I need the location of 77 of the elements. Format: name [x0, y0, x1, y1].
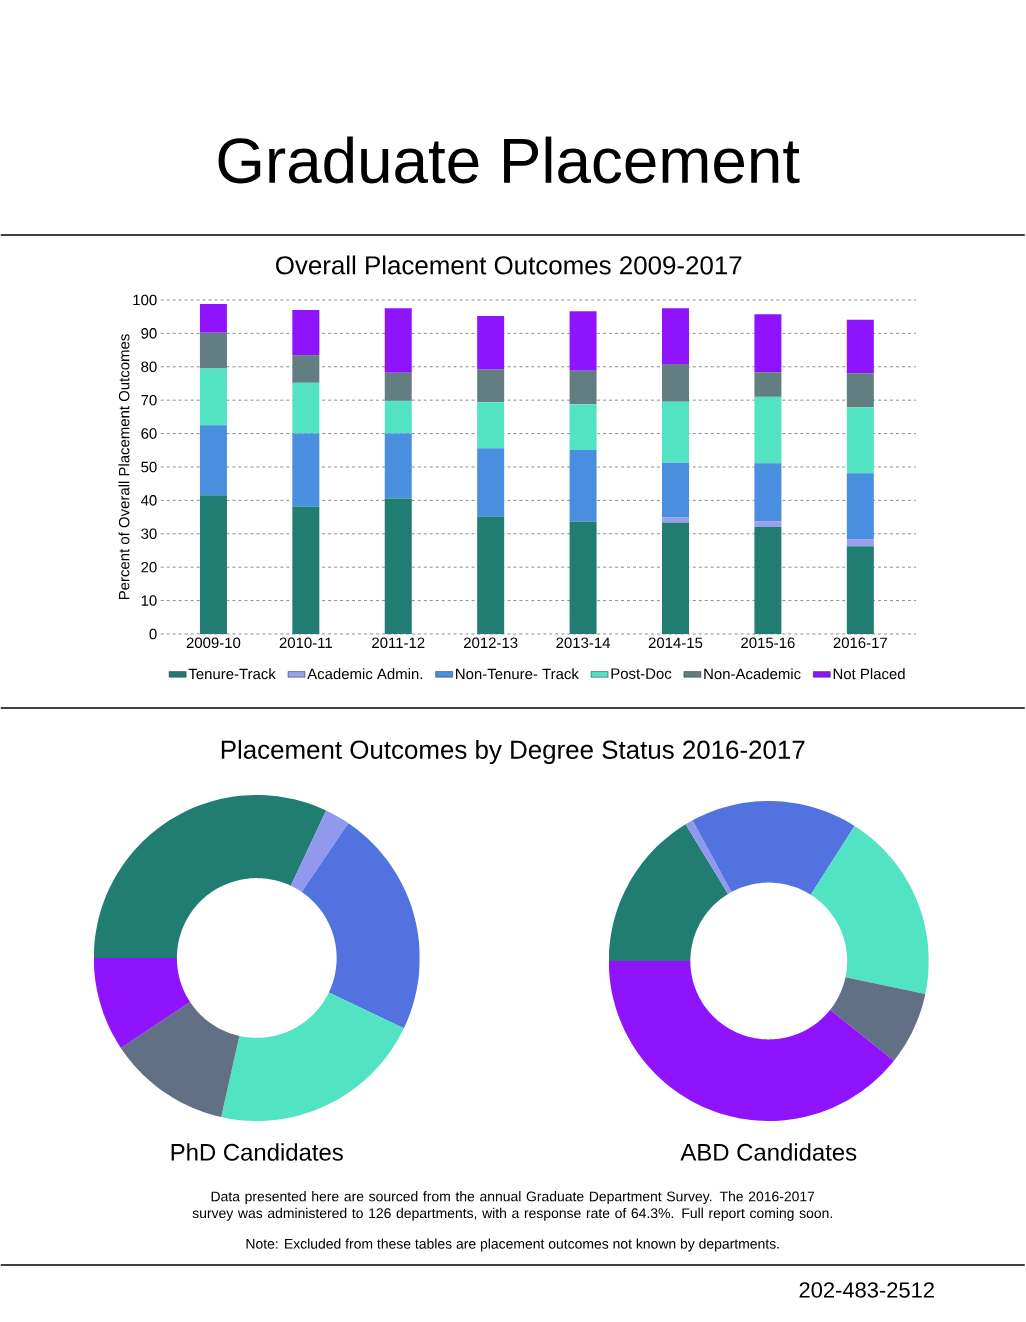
bar [477, 448, 505, 517]
bar [754, 527, 782, 634]
bar [754, 463, 782, 522]
bar [477, 402, 505, 449]
bar [385, 372, 413, 401]
chart-subtitle: Overall Placement Outcomes 2009-2017 [276, 255, 742, 275]
bar [569, 404, 597, 450]
text: Data presented here are sourced from the annual Graduate Department Survey. The 2016-2017 survey was administered to 126 departments, with a response rate of 64.3%. Full report coming soon. [192, 1191, 833, 1221]
bar [847, 407, 875, 474]
bar [569, 370, 597, 405]
bar [292, 309, 320, 356]
x-tick-label: 2016-17 [833, 637, 888, 649]
bar [662, 401, 690, 463]
y-tick-label: 30 [141, 528, 157, 540]
legend-label: Not Placed [833, 668, 905, 680]
bar [385, 498, 413, 634]
bar [292, 433, 320, 507]
y-tick-label: 70 [141, 394, 157, 406]
legend-label: Academic Admin. [307, 668, 423, 680]
bar [662, 308, 690, 365]
bar [569, 311, 597, 371]
text: PhD Candidates [171, 1143, 344, 1161]
legend-label: Non-Academic [704, 668, 801, 680]
bar [385, 308, 413, 373]
bar [200, 332, 228, 369]
legend-label: Tenure-Track [188, 668, 277, 680]
bar [754, 372, 782, 397]
bar [754, 396, 782, 464]
legend-label: Non-Tenure- Track [456, 668, 580, 680]
text: ABD Candidates [680, 1143, 857, 1161]
y-tick-label: 80 [141, 361, 157, 373]
text: 202-483-2512 [799, 1282, 935, 1298]
y-tick-label: 100 [133, 294, 157, 306]
bar [292, 355, 320, 383]
bar [385, 400, 413, 434]
y-tick-label: 50 [141, 461, 157, 473]
bar [477, 516, 505, 634]
bar [754, 521, 782, 528]
y-tick-label: 10 [142, 595, 157, 606]
x-tick-label: 2013-14 [556, 637, 611, 649]
x-tick-label: 2010-11 [279, 637, 333, 649]
bar [754, 314, 782, 373]
chart-title: Graduate Placement [218, 136, 800, 184]
x-tick-label: 2012-13 [464, 637, 518, 649]
bar [847, 373, 875, 408]
y-tick-label: 40 [141, 495, 157, 506]
bar [292, 506, 320, 634]
bar [847, 473, 875, 540]
y-tick-label: 20 [141, 561, 157, 573]
text: Placement Outcomes by Degree Status 2016-2017 [222, 739, 805, 765]
bar [477, 316, 505, 370]
y-tick-label: 60 [141, 428, 157, 439]
bar [292, 382, 320, 434]
bar [847, 539, 875, 547]
bar [662, 522, 690, 634]
x-tick-label: 2009-10 [187, 637, 241, 649]
bar [385, 433, 413, 499]
x-tick-label: 2014-15 [649, 637, 703, 649]
x-tick-label: 2011-12 [372, 637, 425, 649]
bar [662, 364, 690, 402]
bar [569, 449, 597, 522]
x-tick-label: 2015-16 [741, 637, 795, 649]
bar [847, 546, 875, 634]
legend-label: Post-Doc [611, 668, 672, 679]
bar [662, 517, 690, 523]
bar [847, 319, 875, 374]
bar [477, 369, 505, 403]
bar [662, 462, 690, 518]
bar [200, 368, 228, 426]
y-tick-label: 0 [149, 628, 157, 640]
bar [200, 303, 228, 333]
bar [200, 495, 228, 634]
bar [569, 521, 597, 634]
y-tick-label: 90 [141, 328, 157, 339]
bar [200, 425, 228, 496]
text: Note: Excluded from these tables are placement outcomes not known by departments. [246, 1238, 780, 1252]
y-axis-title: Percent of Overall Placement Outcomes [118, 334, 130, 600]
